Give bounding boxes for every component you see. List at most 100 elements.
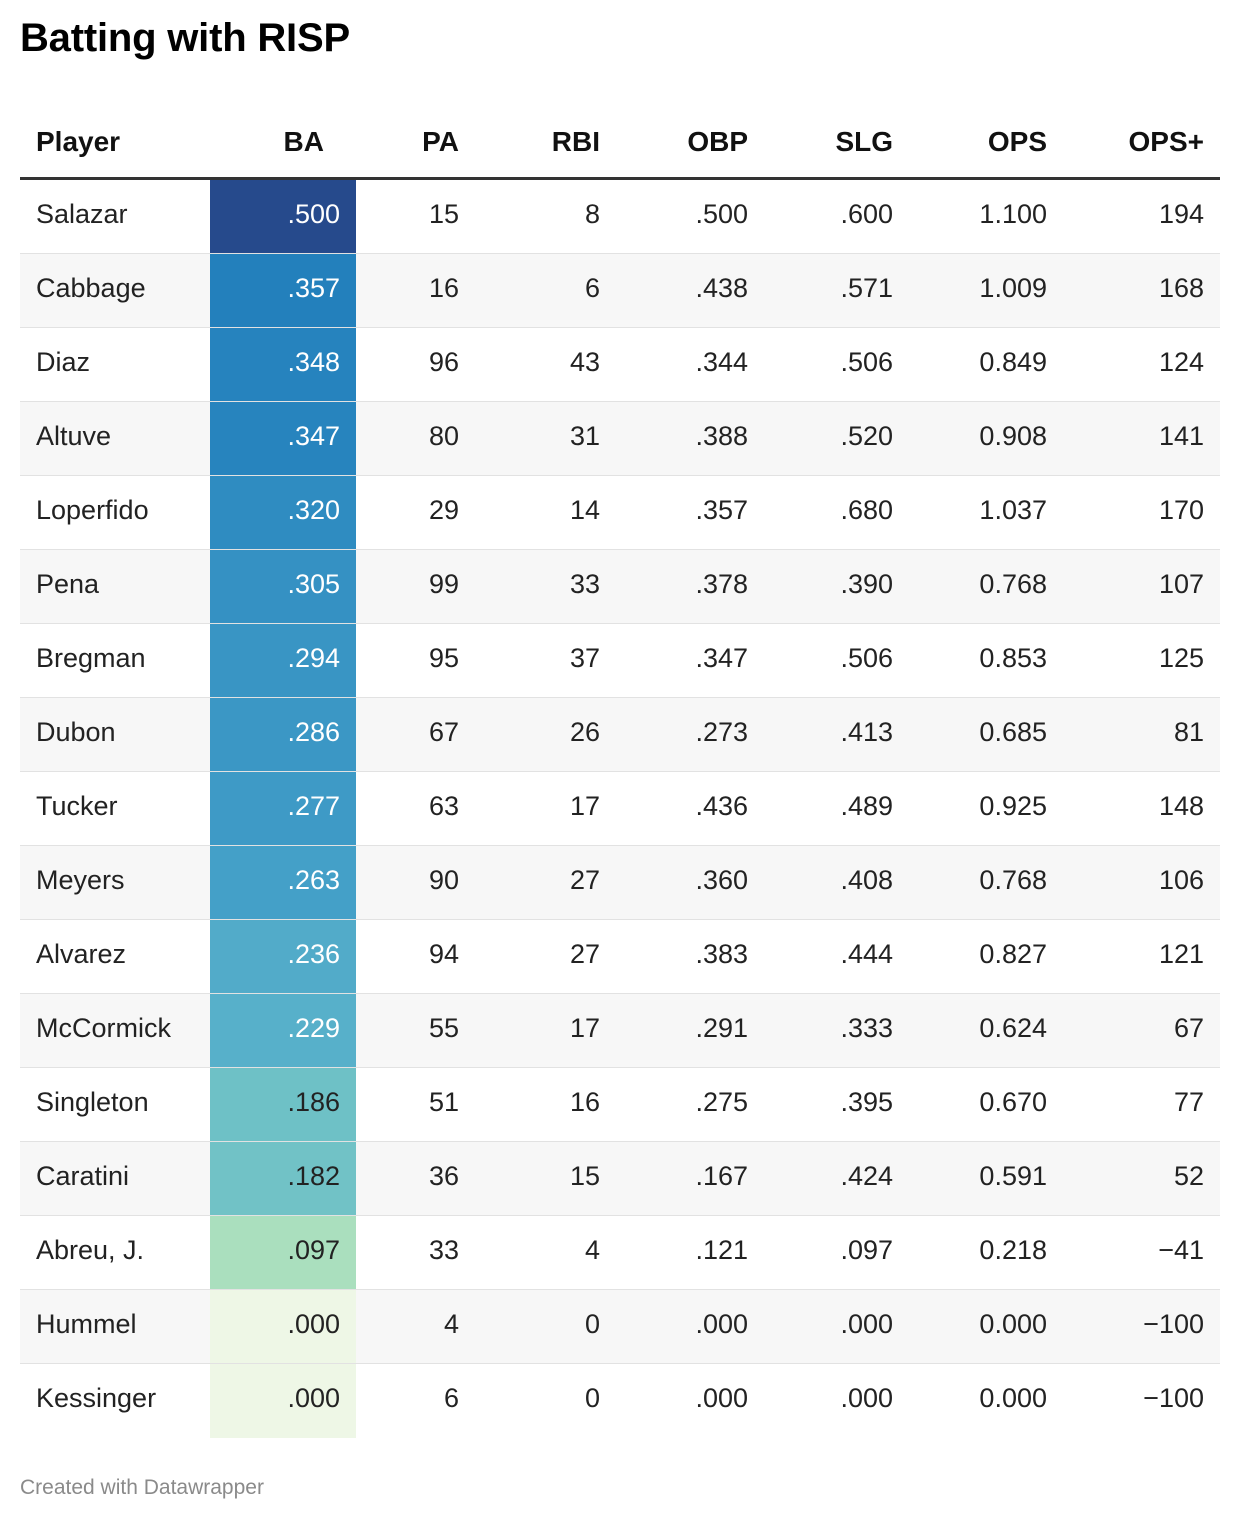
cell-obp: .291 bbox=[695, 1013, 748, 1043]
cell-obp: .000 bbox=[695, 1383, 748, 1413]
cell-ops: 1.009 bbox=[979, 273, 1047, 303]
cell-ops: 0.000 bbox=[979, 1383, 1047, 1413]
chart-title: Batting with RISP bbox=[20, 16, 350, 60]
table-row: Dubon .286 67 26 .273 .413 0.685 81 bbox=[20, 698, 1220, 772]
cell-slg: .506 bbox=[840, 643, 893, 673]
cell-ba: .182 bbox=[287, 1161, 340, 1191]
cell-ops: 1.037 bbox=[979, 495, 1047, 525]
cell-player: Altuve bbox=[36, 421, 112, 451]
cell-ops: 0.685 bbox=[979, 717, 1047, 747]
cell-ba-heat: .263 bbox=[210, 846, 356, 919]
cell-pa: 15 bbox=[428, 199, 459, 229]
cell-ops: 0.218 bbox=[979, 1235, 1047, 1265]
header-rbi: RBI bbox=[551, 126, 600, 157]
header-ba: BA bbox=[283, 126, 324, 157]
cell-ops-plus: 107 bbox=[1158, 569, 1204, 599]
cell-ba-heat: .500 bbox=[210, 180, 356, 253]
cell-player: Loperfido bbox=[36, 495, 149, 525]
cell-rbi: 0 bbox=[584, 1383, 600, 1413]
cell-ops: 0.853 bbox=[979, 643, 1047, 673]
cell-ops-plus: 121 bbox=[1158, 939, 1204, 969]
cell-pa: 63 bbox=[428, 791, 459, 821]
footer-credit: Created with Datawrapper bbox=[20, 1476, 264, 1499]
cell-pa: 6 bbox=[443, 1383, 459, 1413]
cell-ba-heat: .236 bbox=[210, 920, 356, 993]
cell-rbi: 17 bbox=[569, 791, 600, 821]
cell-obp: .347 bbox=[695, 643, 748, 673]
cell-obp: .378 bbox=[695, 569, 748, 599]
table-header: Player BA PA RBI OBP SLG OPS OPS+ bbox=[20, 106, 1220, 180]
cell-ops-plus: −100 bbox=[1143, 1309, 1204, 1339]
cell-rbi: 15 bbox=[569, 1161, 600, 1191]
cell-player: Meyers bbox=[36, 865, 125, 895]
table-row: Singleton .186 51 16 .275 .395 0.670 77 bbox=[20, 1068, 1220, 1142]
cell-rbi: 27 bbox=[569, 865, 600, 895]
cell-rbi: 4 bbox=[584, 1235, 600, 1265]
table-row: Abreu, J. .097 33 4 .121 .097 0.218 −41 bbox=[20, 1216, 1220, 1290]
cell-obp: .360 bbox=[695, 865, 748, 895]
cell-ba-heat: .097 bbox=[210, 1216, 356, 1289]
cell-ba-heat: .294 bbox=[210, 624, 356, 697]
table-row: Loperfido .320 29 14 .357 .680 1.037 170 bbox=[20, 476, 1220, 550]
cell-obp: .121 bbox=[695, 1235, 748, 1265]
cell-ops-plus: −41 bbox=[1158, 1235, 1204, 1265]
cell-slg: .333 bbox=[840, 1013, 893, 1043]
table-row: Caratini .182 36 15 .167 .424 0.591 52 bbox=[20, 1142, 1220, 1216]
table-body: Salazar .500 15 8 .500 .600 1.100 194 Cabbage .35… bbox=[20, 180, 1220, 1438]
cell-pa: 36 bbox=[428, 1161, 459, 1191]
header-slg: SLG bbox=[835, 126, 893, 157]
cell-rbi: 0 bbox=[584, 1309, 600, 1339]
cell-slg: .600 bbox=[840, 199, 893, 229]
table-row: Tucker .277 63 17 .436 .489 0.925 148 bbox=[20, 772, 1220, 846]
cell-slg: .413 bbox=[840, 717, 893, 747]
cell-ba: .277 bbox=[287, 791, 340, 821]
header-ops: OPS bbox=[987, 126, 1047, 157]
cell-obp: .275 bbox=[695, 1087, 748, 1117]
cell-slg: .000 bbox=[840, 1309, 893, 1339]
cell-ops-plus: 141 bbox=[1158, 421, 1204, 451]
table-row: Altuve .347 80 31 .388 .520 0.908 141 bbox=[20, 402, 1220, 476]
cell-ba-heat: .357 bbox=[210, 254, 356, 327]
cell-pa: 90 bbox=[428, 865, 459, 895]
cell-player: Caratini bbox=[36, 1161, 130, 1191]
cell-ba-heat: .182 bbox=[210, 1142, 356, 1215]
cell-slg: .424 bbox=[840, 1161, 893, 1191]
table-row: Diaz .348 96 43 .344 .506 0.849 124 bbox=[20, 328, 1220, 402]
cell-pa: 67 bbox=[428, 717, 459, 747]
cell-rbi: 6 bbox=[584, 273, 600, 303]
cell-ba-heat: .229 bbox=[210, 994, 356, 1067]
cell-ba: .305 bbox=[287, 569, 340, 599]
cell-slg: .444 bbox=[840, 939, 893, 969]
table-row: Salazar .500 15 8 .500 .600 1.100 194 bbox=[20, 180, 1220, 254]
cell-rbi: 27 bbox=[569, 939, 600, 969]
cell-player: Salazar bbox=[36, 199, 128, 229]
header-pa: PA bbox=[422, 126, 459, 157]
cell-ops: 0.000 bbox=[979, 1309, 1047, 1339]
cell-pa: 99 bbox=[428, 569, 459, 599]
cell-ba: .348 bbox=[287, 347, 340, 377]
cell-ops-plus: 52 bbox=[1173, 1161, 1204, 1191]
cell-ba: .000 bbox=[287, 1383, 340, 1413]
cell-player: Dubon bbox=[36, 717, 116, 747]
cell-ops-plus: 67 bbox=[1173, 1013, 1204, 1043]
cell-ops: 0.925 bbox=[979, 791, 1047, 821]
table-row: Alvarez .236 94 27 .383 .444 0.827 121 bbox=[20, 920, 1220, 994]
cell-slg: .680 bbox=[840, 495, 893, 525]
cell-ba-heat: .320 bbox=[210, 476, 356, 549]
cell-obp: .500 bbox=[695, 199, 748, 229]
cell-rbi: 43 bbox=[569, 347, 600, 377]
cell-ba-heat: .000 bbox=[210, 1364, 356, 1438]
cell-ops-plus: 194 bbox=[1158, 199, 1204, 229]
cell-player: Pena bbox=[36, 569, 100, 599]
cell-slg: .571 bbox=[840, 273, 893, 303]
cell-ops-plus: 168 bbox=[1158, 273, 1204, 303]
cell-pa: 96 bbox=[428, 347, 459, 377]
cell-ba: .286 bbox=[287, 717, 340, 747]
cell-ba: .320 bbox=[287, 495, 340, 525]
stats-table: Player BA PA RBI OBP SLG OPS OPS+ Salaza… bbox=[20, 106, 1220, 1438]
cell-ba: .236 bbox=[287, 939, 340, 969]
cell-obp: .273 bbox=[695, 717, 748, 747]
cell-ba: .000 bbox=[287, 1309, 340, 1339]
cell-player: Alvarez bbox=[36, 939, 127, 969]
cell-ops: 0.849 bbox=[979, 347, 1047, 377]
